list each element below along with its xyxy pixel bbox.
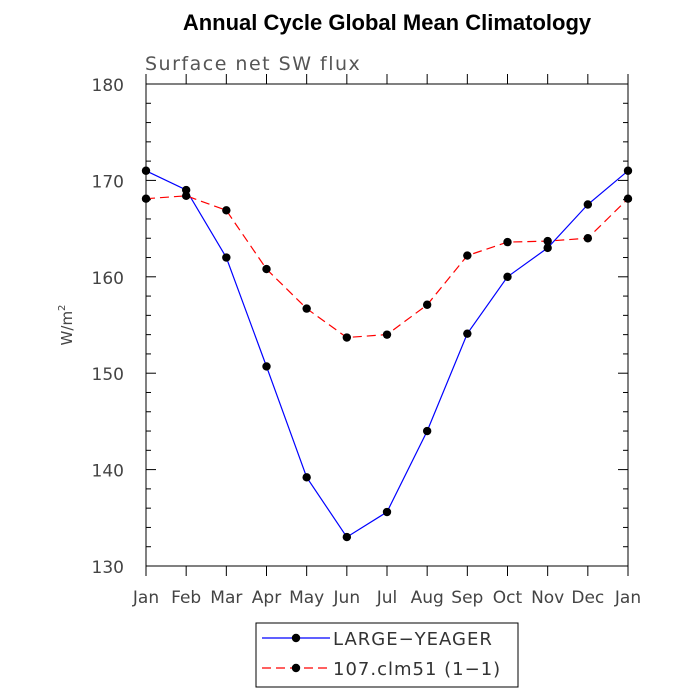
x-tick-label: Nov <box>531 588 564 608</box>
series-1-point <box>342 333 352 342</box>
y-tick-label: 130 <box>92 558 124 578</box>
series-line-0 <box>145 170 629 538</box>
y-axis-label-unit: W/m <box>58 311 76 346</box>
x-tick-label: Jul <box>376 588 398 608</box>
x-tick-labels: Jan Feb Mar Apr May Jun Jul Aug Sep Oct Nov Dec Jan <box>132 588 641 608</box>
series-0-point <box>382 507 392 517</box>
chart-subtitle: Surface net SW flux <box>145 53 361 75</box>
x-tick-label: Jun <box>333 588 361 608</box>
legend-label-1: 107.clm51 (1−1) <box>333 659 501 680</box>
svg-text:W/m2: W/m2 <box>57 305 76 346</box>
legend-label-0: LARGE−YEAGER <box>333 629 493 650</box>
series-1-point <box>422 300 432 309</box>
series-1-point <box>583 234 593 243</box>
y-tick-label: 180 <box>92 76 124 96</box>
series-layer <box>141 166 633 542</box>
chart-title: Annual Cycle Global Mean Climatology <box>183 10 592 35</box>
y-tick-label: 150 <box>92 365 124 385</box>
y-tick-label: 140 <box>92 462 124 482</box>
series-1-point <box>181 191 191 201</box>
x-tick-label: Apr <box>252 588 281 608</box>
x-tick-label: Aug <box>411 588 444 608</box>
series-1-point <box>302 304 311 313</box>
x-tick-label: Jan <box>132 588 159 608</box>
x-tick-label: Feb <box>171 588 201 608</box>
series-1-point <box>262 264 271 274</box>
series-0-point <box>342 532 352 542</box>
series-0-point <box>181 185 191 195</box>
series-0-point <box>302 473 311 482</box>
x-tick-label: Dec <box>571 588 604 608</box>
series-0-point <box>463 329 472 338</box>
series-1-point <box>382 330 392 339</box>
series-0-point <box>583 200 593 209</box>
x-tick-label: Mar <box>210 588 242 608</box>
y-tick-labels: 130 140 150 160 170 180 <box>92 76 124 578</box>
y-tick-label: 170 <box>92 172 124 192</box>
x-tick-label: May <box>289 588 324 608</box>
legend-box <box>255 622 519 688</box>
axis-ticks <box>145 74 629 576</box>
y-axis-label: W/m2 <box>57 305 76 346</box>
series-1-point <box>222 206 231 215</box>
series-0-point <box>503 272 512 281</box>
series-line-1 <box>145 195 629 339</box>
x-tick-label: Jan <box>614 588 641 608</box>
series-0-point <box>422 426 432 436</box>
plot-frame <box>145 83 629 567</box>
y-axis-label-exponent: 2 <box>57 305 68 311</box>
series-0-point <box>262 362 271 371</box>
legend-marker-1 <box>291 663 301 673</box>
y-tick-label: 160 <box>92 269 124 289</box>
x-tick-label: Sep <box>451 588 483 608</box>
legend: LARGE−YEAGER 107.clm51 (1−1) <box>255 622 519 688</box>
x-tick-label: Oct <box>493 588 523 608</box>
series-0-point <box>222 253 231 262</box>
series-1-point <box>463 251 472 260</box>
series-1-point <box>543 236 552 246</box>
series-0-point <box>543 243 552 253</box>
legend-marker-0 <box>291 633 301 643</box>
series-1-point <box>503 237 512 247</box>
